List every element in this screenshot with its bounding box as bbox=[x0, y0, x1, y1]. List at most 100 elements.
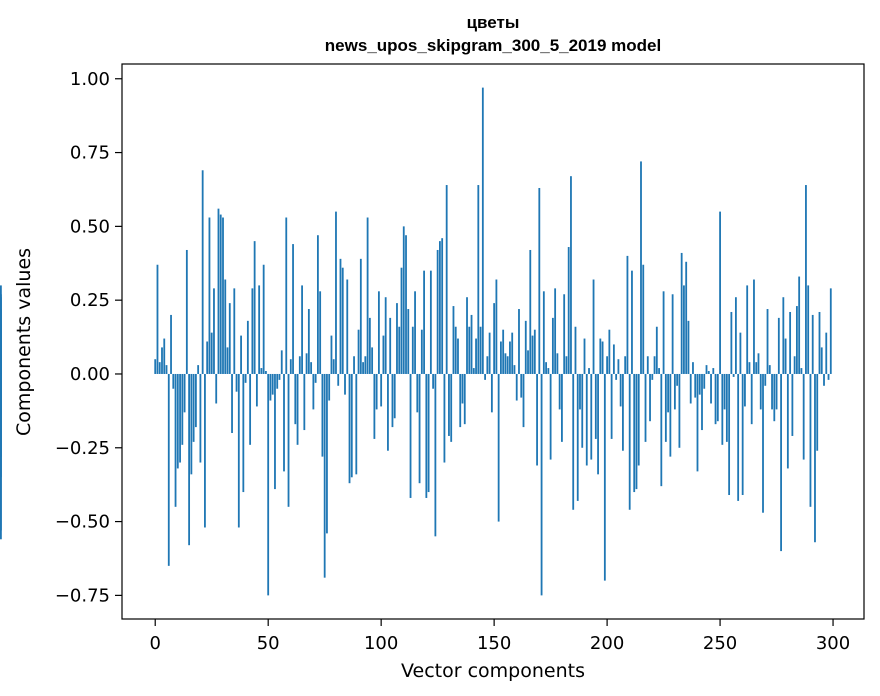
bar bbox=[183, 373, 186, 413]
bar bbox=[267, 373, 270, 596]
bar bbox=[337, 373, 340, 386]
bar bbox=[233, 288, 236, 374]
bar bbox=[344, 373, 346, 395]
bar bbox=[511, 332, 514, 374]
bar bbox=[739, 332, 742, 374]
bar bbox=[576, 373, 579, 501]
x-axis-label: Vector components bbox=[401, 660, 585, 682]
x-tick-label: 250 bbox=[703, 633, 737, 654]
bar bbox=[658, 368, 660, 374]
bar bbox=[470, 314, 473, 374]
bar bbox=[721, 373, 724, 445]
bar bbox=[597, 373, 599, 475]
bar bbox=[350, 373, 353, 478]
bar bbox=[362, 362, 364, 374]
bar bbox=[744, 373, 746, 407]
bar bbox=[622, 373, 624, 451]
bar bbox=[319, 291, 322, 374]
bar bbox=[820, 347, 823, 374]
bar bbox=[314, 373, 317, 383]
bar bbox=[766, 309, 769, 374]
bar bbox=[653, 356, 656, 374]
bar bbox=[807, 285, 810, 374]
bar bbox=[371, 347, 374, 374]
bar bbox=[714, 373, 717, 425]
bar bbox=[522, 373, 525, 428]
bar bbox=[194, 373, 197, 428]
bar bbox=[635, 373, 638, 490]
bar bbox=[224, 279, 227, 374]
bar bbox=[441, 238, 444, 374]
bar bbox=[574, 326, 577, 374]
bar bbox=[746, 285, 749, 374]
bar bbox=[827, 373, 830, 380]
bar bbox=[750, 373, 753, 425]
bar bbox=[696, 373, 699, 472]
bar bbox=[255, 373, 258, 407]
bar bbox=[156, 264, 159, 374]
bar bbox=[723, 373, 726, 410]
bar bbox=[477, 185, 480, 374]
bar bbox=[603, 373, 606, 581]
bar bbox=[823, 373, 825, 386]
bar bbox=[165, 365, 168, 374]
bar bbox=[228, 303, 231, 374]
bar bbox=[705, 365, 708, 374]
bar bbox=[633, 373, 636, 493]
bar bbox=[628, 373, 631, 510]
bar bbox=[346, 279, 349, 374]
bar bbox=[260, 368, 263, 374]
bar bbox=[466, 297, 468, 374]
bar bbox=[192, 373, 195, 442]
bar bbox=[782, 297, 785, 374]
bar bbox=[172, 373, 175, 389]
plot-frame bbox=[121, 63, 865, 620]
x-tick-label: 300 bbox=[816, 633, 850, 654]
bar bbox=[707, 371, 710, 374]
bar bbox=[208, 217, 211, 374]
bar bbox=[551, 317, 554, 374]
bar bbox=[805, 185, 807, 374]
bar bbox=[0, 373, 2, 416]
bar bbox=[185, 249, 188, 374]
bar bbox=[759, 373, 762, 410]
bar bbox=[780, 373, 782, 552]
bar bbox=[590, 373, 593, 460]
bar bbox=[294, 373, 297, 425]
x-tick-label: 150 bbox=[477, 633, 511, 654]
bar bbox=[579, 373, 581, 410]
bar bbox=[673, 373, 676, 410]
bar bbox=[389, 317, 392, 374]
bar bbox=[448, 373, 450, 436]
bar bbox=[364, 356, 367, 374]
bar bbox=[500, 341, 502, 374]
bar bbox=[219, 214, 222, 374]
bar bbox=[816, 373, 819, 451]
bar bbox=[274, 373, 276, 490]
bar bbox=[398, 326, 401, 374]
y-tick-label: −0.25 bbox=[55, 438, 110, 459]
bar bbox=[515, 373, 518, 401]
bar bbox=[303, 373, 306, 431]
bar bbox=[762, 373, 764, 513]
bar bbox=[206, 341, 209, 374]
bar bbox=[307, 309, 310, 374]
bar bbox=[601, 341, 604, 374]
bar bbox=[531, 335, 534, 374]
bar bbox=[710, 373, 712, 404]
bar bbox=[671, 294, 674, 374]
bar bbox=[373, 373, 376, 439]
bar bbox=[391, 373, 394, 428]
bar bbox=[669, 373, 672, 457]
bar bbox=[197, 365, 200, 374]
bar bbox=[179, 373, 181, 463]
bar bbox=[339, 258, 342, 374]
bar bbox=[570, 176, 572, 374]
bar bbox=[660, 373, 663, 487]
bar bbox=[280, 350, 283, 374]
bar bbox=[680, 252, 683, 374]
bar bbox=[269, 373, 272, 401]
bar bbox=[475, 338, 477, 374]
bar bbox=[418, 373, 421, 484]
bar bbox=[326, 373, 328, 534]
